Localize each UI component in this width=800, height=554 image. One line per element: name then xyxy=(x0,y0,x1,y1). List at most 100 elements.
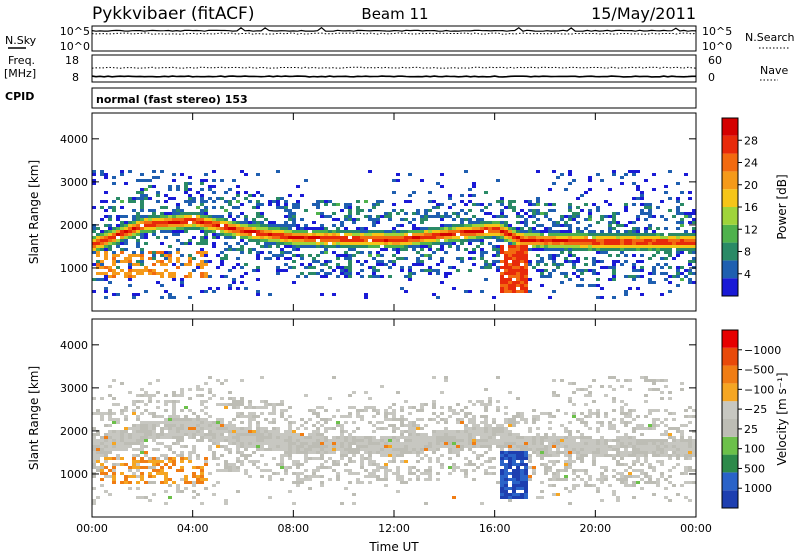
power-cell xyxy=(200,200,204,203)
velocity-cell xyxy=(356,409,360,412)
velocity-cell xyxy=(536,418,540,421)
power-cell xyxy=(100,272,104,275)
velocity-cell xyxy=(100,451,104,454)
velocity-cell xyxy=(144,391,148,394)
velocity-cell xyxy=(284,466,288,469)
power-cell xyxy=(280,239,284,242)
velocity-cell xyxy=(488,472,492,475)
power-cell xyxy=(428,227,432,230)
power-cell xyxy=(580,242,584,245)
velocity-cell xyxy=(472,463,476,466)
velocity-cell xyxy=(176,424,180,427)
velocity-cell xyxy=(640,454,644,457)
power-cell xyxy=(556,230,560,233)
velocity-cell xyxy=(452,469,456,472)
velocity-cell xyxy=(344,445,348,448)
power-cell xyxy=(284,257,288,260)
velocity-cell xyxy=(692,445,696,448)
velocity-cell xyxy=(136,469,140,472)
power-cell xyxy=(348,245,352,248)
power-cell xyxy=(136,179,140,182)
power-cell xyxy=(316,260,320,263)
velocity-cell xyxy=(544,451,548,454)
velocity-cell xyxy=(360,418,364,421)
power-cell xyxy=(356,260,360,263)
power-cell xyxy=(688,239,692,242)
velocity-cell xyxy=(148,394,152,397)
power-cell xyxy=(260,230,264,233)
power-cell xyxy=(516,278,520,281)
velocity-cell xyxy=(408,442,412,445)
velocity-cell xyxy=(472,424,476,427)
velocity-cell xyxy=(184,406,188,409)
power-cell xyxy=(196,191,200,194)
velocity-cell xyxy=(176,442,180,445)
velocity-cell xyxy=(324,442,328,445)
velocity-cell xyxy=(456,418,460,421)
velocity-cell xyxy=(196,439,200,442)
velocity-cell xyxy=(172,421,176,424)
velocity-cell xyxy=(148,475,152,478)
power-cell xyxy=(612,221,616,224)
velocity-cell xyxy=(648,388,652,391)
velocity-cell xyxy=(352,472,356,475)
velocity-cell xyxy=(380,478,384,481)
velocity-cell xyxy=(652,421,656,424)
velocity-cell xyxy=(112,469,116,472)
power-cell xyxy=(688,281,692,284)
velocity-cell xyxy=(200,427,204,430)
power-cell xyxy=(372,203,376,206)
power-cell xyxy=(472,239,476,242)
velocity-cell xyxy=(340,451,344,454)
power-cell xyxy=(156,227,160,230)
power-cell xyxy=(292,248,296,251)
power-cell xyxy=(128,275,132,278)
velocity-cell xyxy=(332,463,336,466)
power-cell xyxy=(192,227,196,230)
velocity-cell xyxy=(216,445,220,448)
velocity-cell xyxy=(396,418,400,421)
velocity-cell xyxy=(464,442,468,445)
power-cell xyxy=(572,266,576,269)
power-cell xyxy=(676,209,680,212)
velocity-cell xyxy=(348,448,352,451)
velocity-cell xyxy=(488,448,492,451)
power-cell xyxy=(600,233,604,236)
velocity-cell xyxy=(164,457,168,460)
velocity-cell xyxy=(648,445,652,448)
velocity-cell xyxy=(508,439,512,442)
power-cell xyxy=(336,242,340,245)
velocity-cell xyxy=(340,415,344,418)
velocity-cell xyxy=(488,397,492,400)
velocity-cell xyxy=(616,463,620,466)
power-cell xyxy=(484,251,488,254)
velocity-cell xyxy=(568,448,572,451)
velocity-cell xyxy=(684,439,688,442)
velocity-cell xyxy=(272,436,276,439)
velocity-cell xyxy=(260,427,264,430)
power-cell xyxy=(576,215,580,218)
power-cell xyxy=(356,233,360,236)
velocity-cell xyxy=(244,469,248,472)
power-cell xyxy=(112,269,116,272)
velocity-cell xyxy=(688,448,692,451)
velocity-cell xyxy=(680,388,684,391)
power-cell xyxy=(200,236,204,239)
velocity-cell xyxy=(520,475,524,478)
velocity-cell xyxy=(360,409,364,412)
velocity-cell xyxy=(120,481,124,484)
velocity-cell xyxy=(160,469,164,472)
power-cell xyxy=(208,215,212,218)
power-cell xyxy=(168,251,172,254)
power-cell xyxy=(448,194,452,197)
power-cell xyxy=(468,188,472,191)
velocity-cell xyxy=(316,433,320,436)
power-cell xyxy=(332,245,336,248)
velocity-cell xyxy=(600,439,604,442)
velocity-cell xyxy=(576,484,580,487)
velocity-cell xyxy=(684,466,688,469)
velocity-cell xyxy=(676,454,680,457)
velocity-cell xyxy=(456,412,460,415)
power-cell xyxy=(592,230,596,233)
